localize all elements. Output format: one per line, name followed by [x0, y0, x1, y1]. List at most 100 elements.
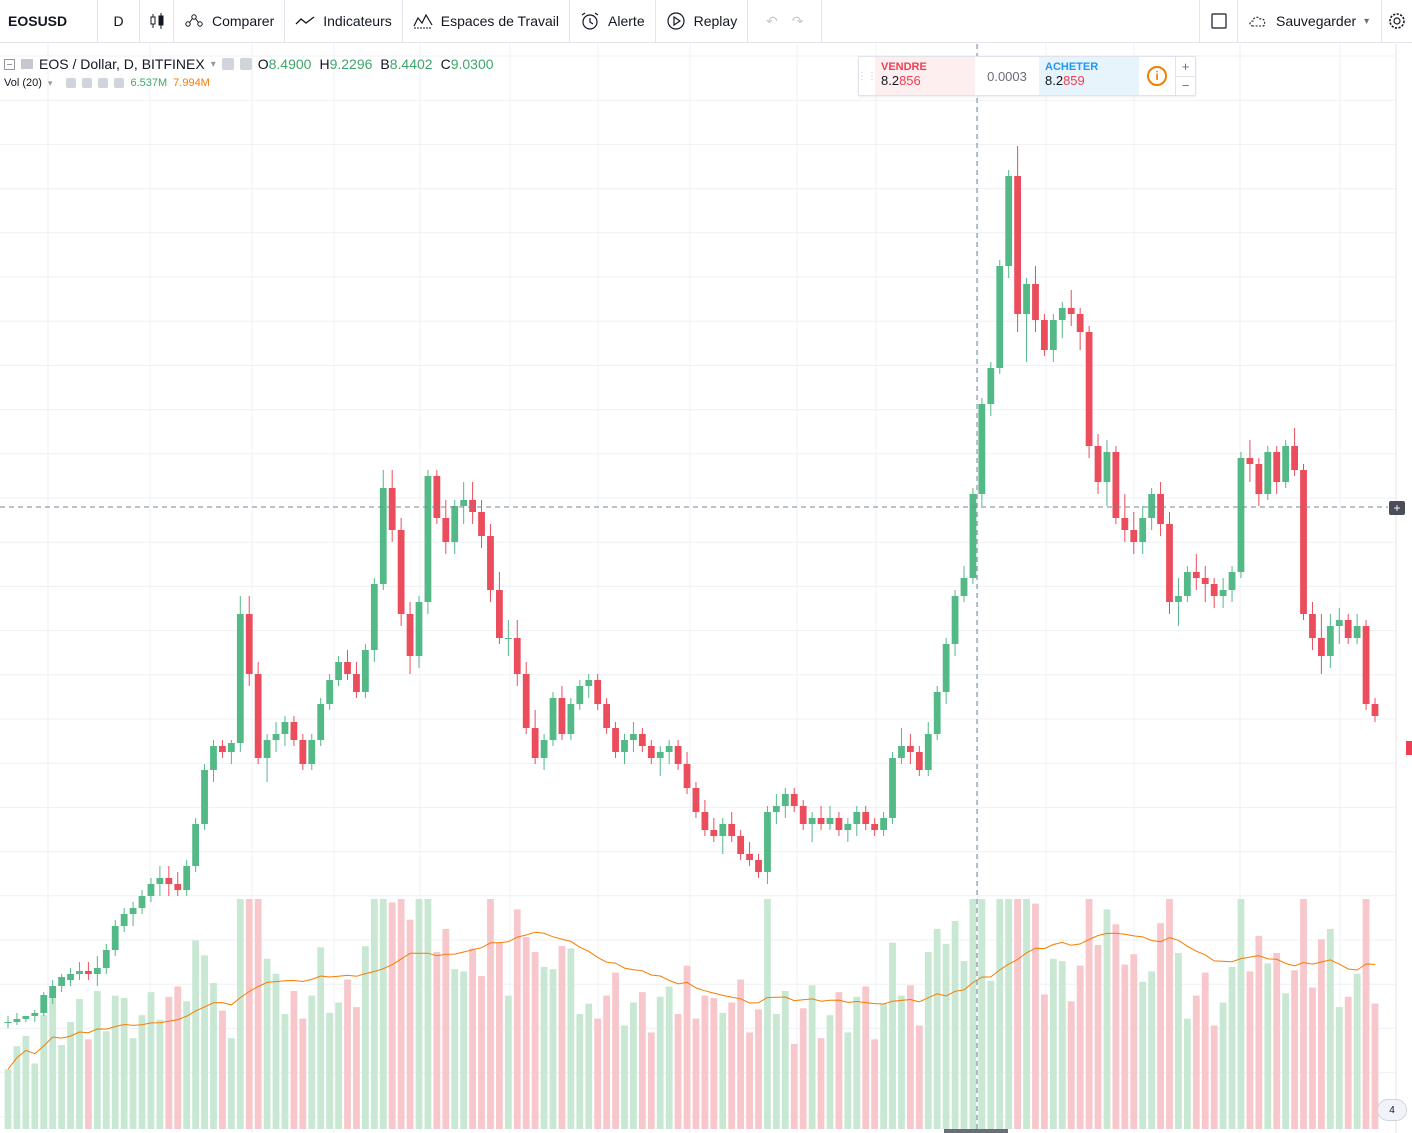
- candle-body: [165, 878, 173, 884]
- volume-bar: [1353, 973, 1361, 1129]
- candle-body: [746, 854, 753, 860]
- candle-body: [504, 638, 512, 639]
- collapse-icon[interactable]: [4, 58, 15, 70]
- indicators-label: Indicateurs: [323, 13, 392, 29]
- chevron-down-icon[interactable]: ▾: [47, 77, 53, 88]
- candle-body: [1201, 578, 1209, 584]
- drag-handle-icon[interactable]: ⋮⋮: [857, 70, 877, 82]
- save-button[interactable]: Sauvegarder ▾: [1238, 0, 1382, 42]
- candle-body: [1058, 308, 1066, 320]
- volume-bar: [290, 991, 298, 1129]
- info-button[interactable]: i: [1139, 57, 1175, 95]
- volume-bar: [1210, 1025, 1218, 1129]
- candle-body: [379, 488, 387, 584]
- candle-body: [201, 770, 208, 824]
- volume-bar: [76, 999, 83, 1129]
- workspaces-button[interactable]: Espaces de Travail: [403, 0, 571, 42]
- time-scale-scrollbar[interactable]: [944, 1129, 1008, 1133]
- volume-bar: [67, 1022, 74, 1129]
- candle-body: [85, 971, 92, 974]
- volume-bar: [1041, 994, 1048, 1129]
- candle-body: [799, 806, 807, 824]
- volume-bar: [558, 946, 566, 1129]
- volume-bar: [415, 899, 423, 1129]
- compare-button[interactable]: Comparer: [174, 0, 286, 42]
- candle-body: [853, 812, 861, 824]
- replay-icon: [667, 12, 685, 30]
- us-flag-badge[interactable]: 4: [1377, 1099, 1407, 1121]
- volume-bar: [1317, 939, 1325, 1129]
- symbol-search-button[interactable]: EOSUSD: [0, 0, 98, 42]
- plus-button[interactable]: +: [1181, 58, 1190, 74]
- volume-bar: [156, 1019, 164, 1129]
- candle-body: [513, 638, 521, 674]
- candle-body: [844, 824, 852, 830]
- candle-body: [522, 674, 530, 728]
- volume-bar: [942, 943, 950, 1129]
- price-chart[interactable]: [0, 44, 1412, 1133]
- volume-bar: [656, 996, 664, 1129]
- volume-title[interactable]: Vol (20): [4, 77, 42, 89]
- chart-style-button[interactable]: [140, 0, 174, 42]
- volume-bar: [353, 1007, 360, 1129]
- volume-bar: [344, 979, 351, 1129]
- candle-body: [442, 518, 450, 542]
- volume-bar: [210, 982, 217, 1129]
- close-icon[interactable]: [114, 78, 125, 88]
- settings-small-icon[interactable]: [239, 58, 252, 70]
- alert-button[interactable]: Alerte: [570, 0, 656, 42]
- volume-bar: [1228, 966, 1236, 1129]
- volume-bar: [710, 997, 718, 1129]
- candle-body: [728, 824, 736, 836]
- chart-pane[interactable]: [0, 44, 1412, 1133]
- add-icon[interactable]: [98, 78, 109, 88]
- volume-bar: [1166, 899, 1173, 1129]
- candle-body: [219, 746, 226, 752]
- undo-icon[interactable]: ↶: [765, 12, 778, 29]
- close-value: 9.0300: [450, 56, 494, 72]
- volume-bar: [192, 940, 200, 1129]
- eye-icon[interactable]: [221, 58, 234, 70]
- candle-body: [755, 860, 762, 872]
- minus-button[interactable]: −: [1176, 75, 1195, 96]
- candle-body: [1255, 464, 1263, 494]
- volume-bar: [772, 1014, 780, 1129]
- buy-price-highlight: 859: [1063, 73, 1085, 88]
- volume-bar: [424, 899, 432, 1129]
- eye-icon[interactable]: [66, 78, 77, 88]
- candle-body: [1344, 620, 1352, 638]
- series-title[interactable]: EOS / Dollar, D, BITFINEX: [39, 56, 205, 72]
- candle-body: [1175, 596, 1182, 602]
- candle-body: [1076, 314, 1084, 332]
- volume-bar: [907, 985, 914, 1129]
- candle-body: [808, 818, 816, 824]
- volume-bar: [674, 1014, 682, 1129]
- volume-bar: [496, 942, 503, 1129]
- volume-bar: [746, 1032, 753, 1129]
- buy-button[interactable]: ACHETER 8.2859: [1039, 57, 1139, 95]
- volume-bar: [397, 899, 405, 1129]
- sell-button[interactable]: VENDRE 8.2856: [875, 57, 975, 95]
- candle-body: [1309, 614, 1316, 638]
- interval-button[interactable]: D: [98, 0, 140, 42]
- settings-button[interactable]: [1382, 0, 1412, 42]
- redo-icon[interactable]: ↷: [791, 12, 804, 29]
- volume-bar: [370, 899, 378, 1129]
- candle-body: [978, 404, 986, 494]
- sell-price-prefix: 8.2: [881, 73, 900, 88]
- volume-bar: [880, 1003, 887, 1129]
- crosshair-add-button[interactable]: +: [1389, 501, 1405, 515]
- indicators-button[interactable]: Indicateurs: [285, 0, 403, 42]
- volume-bar: [549, 969, 557, 1129]
- replay-button[interactable]: Replay: [656, 0, 749, 42]
- fullscreen-button[interactable]: [1200, 0, 1238, 42]
- volume-bar: [1201, 972, 1209, 1129]
- settings-small-icon[interactable]: [82, 78, 93, 88]
- volume-bar: [129, 1038, 137, 1129]
- candle-body: [1210, 584, 1218, 596]
- flag-icon[interactable]: [21, 59, 33, 69]
- volume-bar: [40, 1015, 48, 1129]
- volume-bar: [58, 1045, 66, 1129]
- volume-bar: [737, 979, 745, 1129]
- chevron-down-icon[interactable]: ▾: [210, 58, 216, 70]
